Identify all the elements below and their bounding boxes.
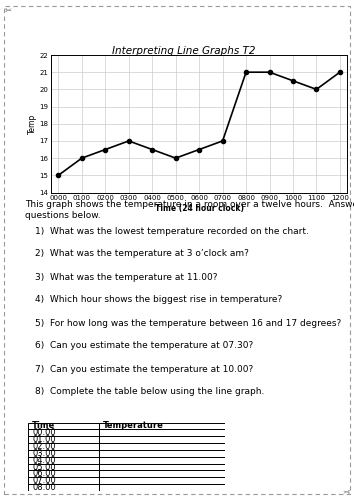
- Bar: [99, 450, 225, 457]
- Text: 07.00: 07.00: [32, 476, 56, 485]
- Text: 03.00: 03.00: [32, 449, 56, 458]
- Bar: [99, 422, 225, 430]
- Bar: [99, 470, 225, 478]
- Bar: [28, 478, 99, 484]
- Text: 7)  Can you estimate the temperature at 10.00?: 7) Can you estimate the temperature at 1…: [35, 364, 254, 374]
- Bar: [99, 464, 225, 470]
- Bar: [99, 484, 225, 491]
- Text: 4)  Which hour shows the biggest rise in temperature?: 4) Which hour shows the biggest rise in …: [35, 296, 282, 304]
- Text: Temperature: Temperature: [103, 422, 164, 430]
- Bar: [99, 430, 225, 436]
- Bar: [28, 470, 99, 478]
- Text: 02.00: 02.00: [32, 442, 56, 451]
- Y-axis label: Temp: Temp: [28, 114, 37, 134]
- Bar: [28, 457, 99, 464]
- Bar: [28, 450, 99, 457]
- Text: 1)  What was the lowest temperature recorded on the chart.: 1) What was the lowest temperature recor…: [35, 226, 309, 235]
- Text: questions below.: questions below.: [25, 211, 101, 220]
- Text: 06.00: 06.00: [32, 470, 56, 478]
- Text: 3)  What was the temperature at 11.00?: 3) What was the temperature at 11.00?: [35, 272, 218, 281]
- Text: 5)  For how long was the temperature between 16 and 17 degrees?: 5) For how long was the temperature betw…: [35, 318, 342, 328]
- Bar: [99, 457, 225, 464]
- Bar: [28, 484, 99, 491]
- Text: This graph shows the temperature in a room over a twelve hours.  Answer the: This graph shows the temperature in a ro…: [25, 200, 354, 209]
- X-axis label: Time (24 hour clock): Time (24 hour clock): [155, 204, 244, 213]
- Bar: [28, 443, 99, 450]
- Bar: [28, 430, 99, 436]
- Bar: [28, 464, 99, 470]
- Bar: [99, 436, 225, 443]
- Bar: [28, 422, 99, 430]
- Text: Time: Time: [32, 422, 56, 430]
- Text: 05.00: 05.00: [32, 462, 56, 471]
- Text: 01.00: 01.00: [32, 435, 56, 444]
- Text: Interpreting Line Graphs T2: Interpreting Line Graphs T2: [112, 46, 256, 56]
- Text: 00.00: 00.00: [32, 428, 56, 438]
- Text: 8)  Complete the table below using the line graph.: 8) Complete the table below using the li…: [35, 388, 265, 396]
- Text: 04.00: 04.00: [32, 456, 56, 464]
- Text: ✂: ✂: [343, 485, 350, 494]
- Text: 6)  Can you estimate the temperature at 07.30?: 6) Can you estimate the temperature at 0…: [35, 342, 254, 350]
- Text: 2)  What was the temperature at 3 o’clock am?: 2) What was the temperature at 3 o’clock…: [35, 250, 249, 258]
- Text: ✂: ✂: [4, 6, 11, 15]
- Bar: [28, 436, 99, 443]
- Text: 08.00: 08.00: [32, 483, 56, 492]
- Bar: [99, 443, 225, 450]
- Bar: [99, 478, 225, 484]
